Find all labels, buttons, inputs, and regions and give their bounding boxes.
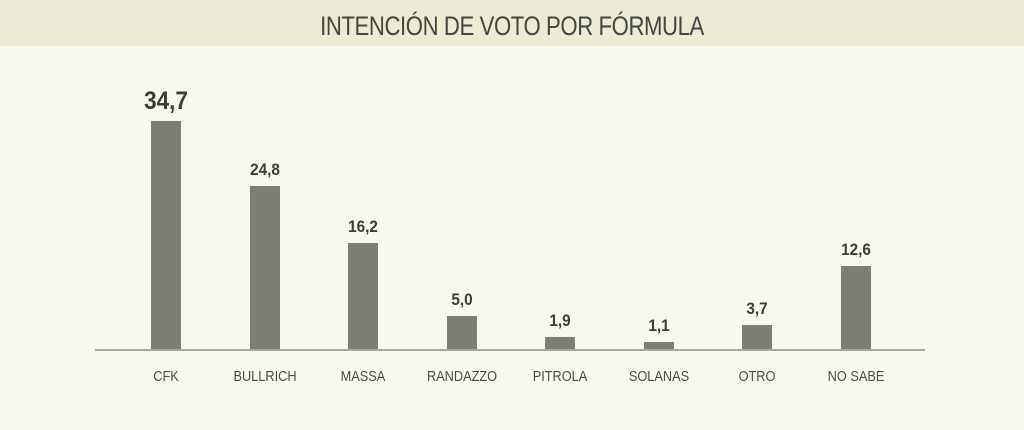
bar-massa (348, 243, 378, 349)
value-label: 1,9 (549, 311, 571, 330)
title-band (0, 0, 1024, 46)
value-label: 5,0 (450, 290, 473, 309)
category-label: RANDAZZO (426, 368, 497, 385)
value-label: 12,6 (840, 240, 871, 259)
chart-title: INTENCIÓN DE VOTO POR FÓRMULA (320, 11, 704, 41)
category-label: NO SABE (827, 368, 884, 385)
bar-cfk (151, 121, 181, 349)
bar-bullrich (249, 186, 280, 349)
value-label: 1,1 (647, 316, 670, 335)
category-label: SOLANAS (628, 368, 689, 385)
category-label: CFK (153, 368, 179, 385)
bar-otro (742, 325, 772, 349)
value-label: 3,7 (746, 299, 768, 318)
bar-randazzo (446, 316, 477, 349)
bar-chart: 34,7 CFK 24,8 BULLRICH 16,2 MASSA 5,0 RANDAZZO 1… (0, 46, 1024, 430)
category-label: BULLRICH (232, 368, 297, 385)
value-label: 24,8 (249, 160, 280, 179)
x-axis-line (95, 349, 925, 351)
bar-solanas (643, 342, 674, 349)
category-label: PITROLA (532, 368, 588, 385)
category-label: OTRO (738, 368, 776, 385)
value-label: 16,2 (348, 217, 378, 236)
bar-pitrola (545, 337, 575, 349)
category-label: MASSA (340, 368, 386, 385)
bar-no-sabe (840, 266, 871, 349)
value-label: 34,7 (144, 87, 188, 115)
